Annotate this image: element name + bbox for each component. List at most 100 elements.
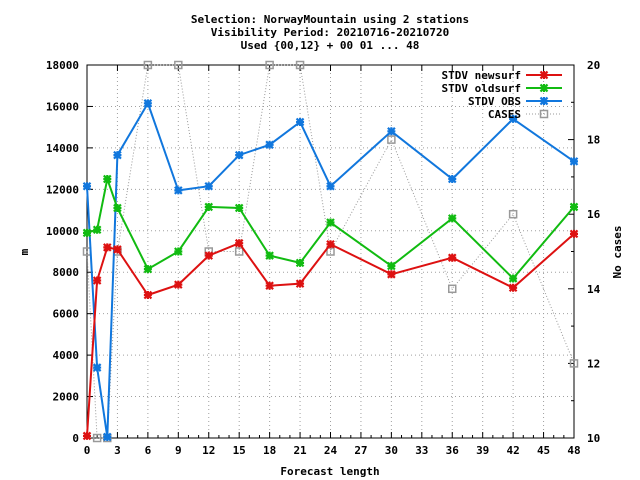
data-point <box>295 279 305 288</box>
data-point <box>508 114 518 124</box>
legend-label: STDV newsurf <box>442 69 521 82</box>
data-point <box>92 276 102 285</box>
y-tick-label: 16000 <box>46 100 79 113</box>
legend-marker <box>539 83 549 93</box>
data-point <box>326 239 335 249</box>
data-point <box>265 60 274 70</box>
title-line-3: Used {00,12} + 00 01 ... 48 <box>241 39 420 52</box>
data-point <box>447 253 457 262</box>
x-tick-label: 36 <box>446 444 460 457</box>
y2-tick-label: 20 <box>587 59 600 72</box>
series-stdv-oldsurf <box>82 174 579 283</box>
data-point <box>295 258 305 268</box>
data-point <box>143 99 153 108</box>
data-point <box>234 203 244 213</box>
x-tick-label: 15 <box>233 444 246 457</box>
y2-axis-label: No cases <box>611 226 624 279</box>
data-point <box>326 218 335 227</box>
data-point <box>387 135 396 144</box>
data-point <box>508 283 518 293</box>
x-tick-label: 39 <box>476 444 489 457</box>
series-cases <box>82 60 579 443</box>
data-point <box>82 431 92 441</box>
data-point <box>174 247 183 256</box>
data-point <box>103 174 112 184</box>
data-point <box>387 270 396 279</box>
data-point <box>265 251 274 260</box>
legend-marker <box>539 109 549 119</box>
data-point <box>265 140 274 150</box>
data-point <box>447 174 457 184</box>
y2-tick-label: 18 <box>587 134 600 147</box>
legend-item-stdv-newsurf: STDV newsurf <box>442 69 562 82</box>
data-point <box>92 433 102 443</box>
data-point <box>113 150 122 160</box>
data-point <box>113 245 122 254</box>
legend-label: STDV oldsurf <box>442 82 521 95</box>
x-tick-label: 21 <box>293 444 307 457</box>
data-point <box>92 225 102 235</box>
data-point <box>174 280 183 289</box>
data-point <box>569 157 579 166</box>
data-point <box>295 60 305 70</box>
x-tick-label: 12 <box>202 444 215 457</box>
data-point <box>143 264 153 274</box>
y-tick-label: 12000 <box>46 183 79 196</box>
legend-item-stdv-oldsurf: STDV oldsurf <box>442 82 562 95</box>
x-tick-label: 42 <box>507 444 520 457</box>
data-point <box>387 127 396 136</box>
y2-tick-label: 10 <box>587 432 600 445</box>
x-tick-label: 9 <box>175 444 182 457</box>
data-point <box>265 281 274 290</box>
series-group <box>82 60 579 443</box>
data-point <box>508 274 518 283</box>
y2-tick-label: 12 <box>587 357 600 370</box>
series-line-cases <box>86 64 575 439</box>
data-point <box>82 181 92 191</box>
title-line-1: Selection: NorwayMountain using 2 statio… <box>191 13 469 26</box>
legend-label: CASES <box>488 108 521 121</box>
data-point <box>569 202 579 212</box>
y-tick-label: 8000 <box>53 266 80 279</box>
y-tick-label: 14000 <box>46 142 79 155</box>
x-axis-label: Forecast length <box>280 465 379 478</box>
legend-item-stdv-obs: STDV OBS <box>468 95 562 108</box>
x-tick-label: 30 <box>385 444 398 457</box>
data-point <box>508 209 518 219</box>
legend-item-cases: CASES <box>488 108 562 121</box>
data-point <box>448 284 457 294</box>
x-tick-label: 18 <box>263 444 276 457</box>
data-point <box>174 60 183 70</box>
data-point <box>143 290 153 300</box>
chart-title: Selection: NorwayMountain using 2 statio… <box>191 13 469 52</box>
y-axis-label: m <box>18 248 31 255</box>
data-point <box>204 181 214 191</box>
data-point <box>92 363 102 372</box>
x-tick-label: 45 <box>537 444 550 457</box>
tick-labels: 0 3 6 9 12 15 18 21 24 27 30 33 36 39 42 45 480200040006… <box>46 59 601 457</box>
y-tick-label: 18000 <box>46 59 79 72</box>
y-tick-label: 0 <box>72 432 79 445</box>
y-tick-label: 2000 <box>53 391 80 404</box>
data-point <box>143 60 153 70</box>
data-point <box>113 203 122 213</box>
data-point <box>204 202 214 212</box>
series-stdv-obs <box>82 99 579 442</box>
data-point <box>174 186 183 195</box>
data-point <box>569 229 579 239</box>
data-point <box>204 251 214 260</box>
legend-marker <box>539 96 549 106</box>
legend-label: STDV OBS <box>468 95 521 108</box>
data-point <box>234 150 244 160</box>
title-line-2: Visibility Period: 20210716-20210720 <box>211 26 449 39</box>
y2-tick-label: 14 <box>587 283 601 296</box>
x-tick-label: 0 <box>84 444 91 457</box>
x-tick-label: 24 <box>324 444 338 457</box>
data-point <box>387 261 396 271</box>
y-tick-label: 4000 <box>53 349 80 362</box>
data-point <box>234 238 244 248</box>
legend-marker <box>539 70 549 80</box>
data-point <box>103 243 112 252</box>
data-point <box>295 117 305 127</box>
